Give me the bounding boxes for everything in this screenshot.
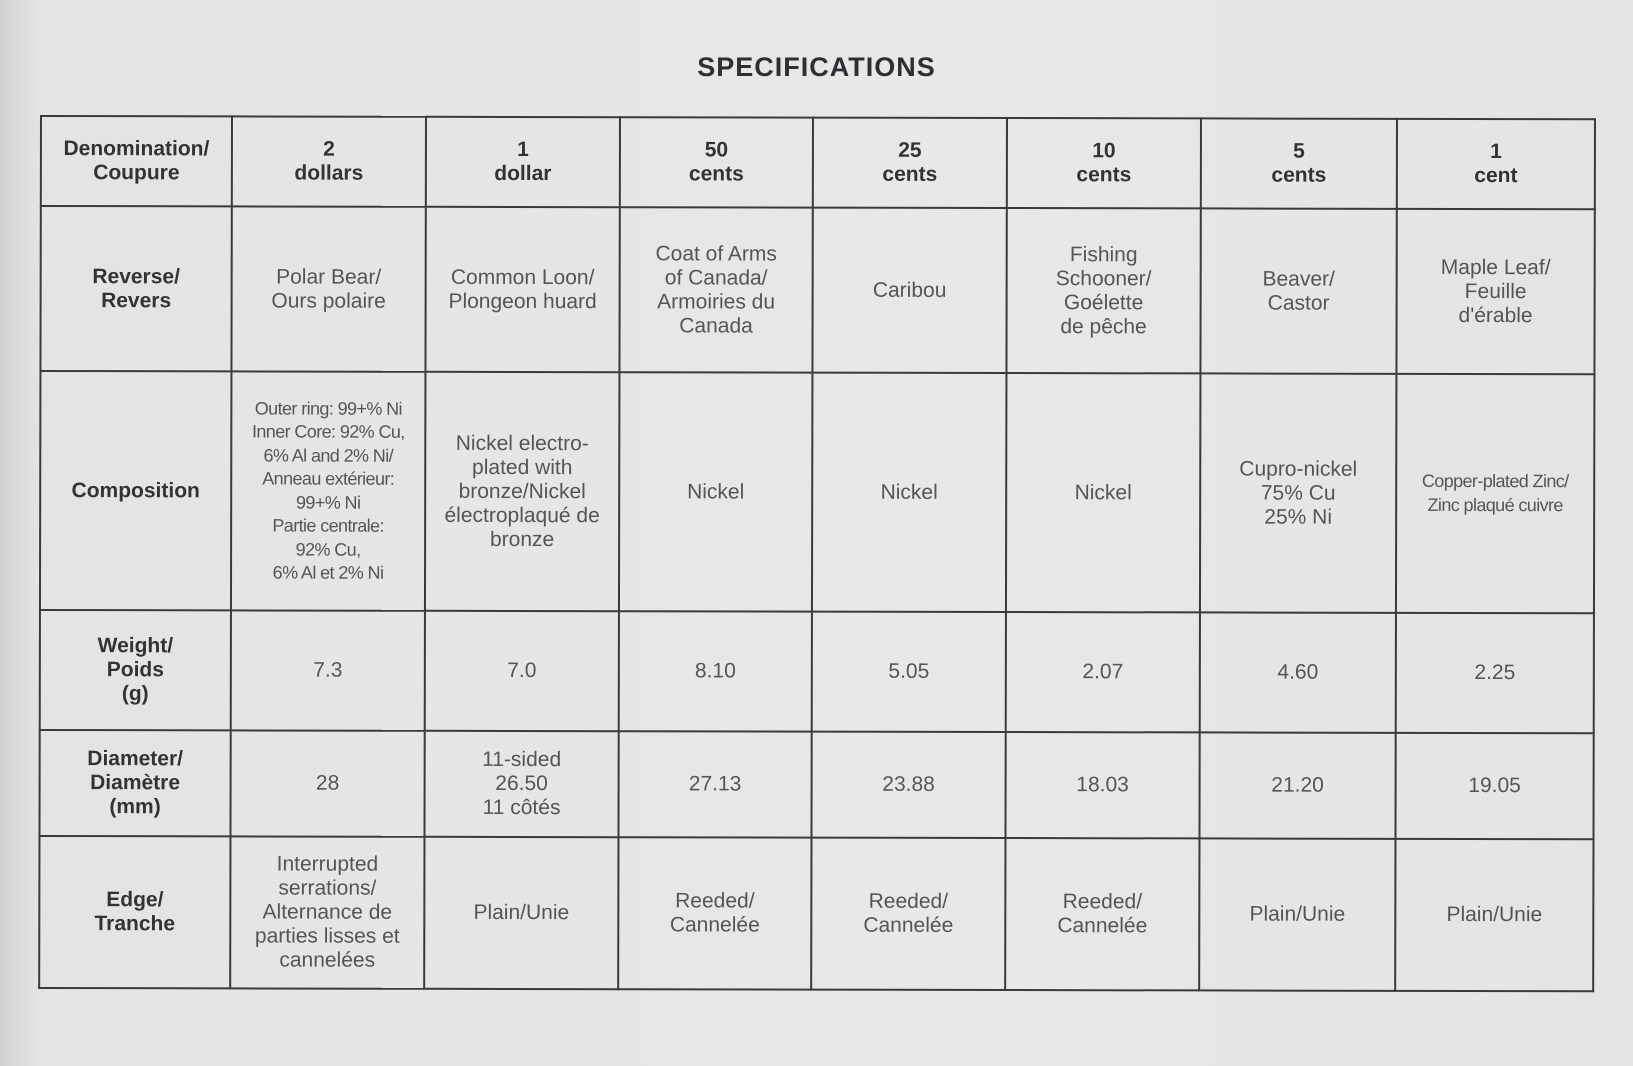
table-cell: Reeded/ Cannelée bbox=[618, 837, 812, 990]
table-cell: 21.20 bbox=[1199, 732, 1396, 839]
header-row: Denomination/ Coupure 2 dollars 1 dollar… bbox=[40, 116, 1595, 210]
specifications-table: Denomination/ Coupure 2 dollars 1 dollar… bbox=[38, 115, 1596, 992]
table-row-composition: Composition Outer ring: 99+% Ni Inner Co… bbox=[39, 371, 1595, 614]
table-cell: Nickel bbox=[811, 372, 1007, 613]
table-cell: 28 bbox=[230, 730, 425, 837]
table-cell: Outer ring: 99+% Ni Inner Core: 92% Cu, … bbox=[230, 371, 426, 611]
table-cell: Nickel electro- plated with bronze/Nicke… bbox=[424, 371, 620, 612]
table-cell: Maple Leaf/ Feuille d'érable bbox=[1396, 208, 1595, 375]
table-cell: 18.03 bbox=[1005, 732, 1200, 839]
table-cell: Coat of Arms of Canada/ Armoiries du Can… bbox=[619, 207, 813, 373]
table-cell: 27.13 bbox=[618, 731, 812, 838]
table-cell: 2.07 bbox=[1005, 612, 1200, 733]
row-label: Reverse/ Revers bbox=[40, 206, 232, 372]
table-cell: 4.60 bbox=[1199, 612, 1396, 733]
table-cell: Polar Bear/ Ours polaire bbox=[231, 206, 426, 372]
table-row-weight: Weight/ Poids (g) 7.3 7.0 8.10 5.05 2.07… bbox=[39, 610, 1594, 734]
header-cell: 1 dollar bbox=[425, 116, 620, 208]
row-label: Edge/ Tranche bbox=[39, 836, 231, 989]
row-label: Composition bbox=[39, 371, 232, 611]
table-cell: 19.05 bbox=[1395, 732, 1594, 840]
header-cell: 10 cents bbox=[1006, 118, 1201, 209]
table-cell: 8.10 bbox=[618, 611, 812, 732]
table-cell: 23.88 bbox=[811, 731, 1006, 839]
header-cell: 50 cents bbox=[619, 117, 813, 208]
table-cell: 7.0 bbox=[424, 610, 619, 732]
table-cell: Cupro-nickel 75% Cu 25% Ni bbox=[1199, 373, 1397, 613]
table-cell: 11-sided 26.50 11 côtés bbox=[424, 730, 619, 838]
table-cell: Common Loon/ Plongeon huard bbox=[425, 206, 620, 373]
table-row-diameter: Diameter/ Diamètre (mm) 28 11-sided 26.5… bbox=[39, 730, 1594, 840]
table-cell: Plain/Unie bbox=[1395, 838, 1594, 992]
table-cell: Nickel bbox=[618, 372, 813, 612]
header-cell: 25 cents bbox=[812, 117, 1007, 209]
table-cell: Reeded/ Cannelée bbox=[1005, 838, 1200, 991]
table-cell: 2.25 bbox=[1395, 612, 1594, 734]
page-title: SPECIFICATIONS bbox=[697, 52, 936, 82]
header-cell: 2 dollars bbox=[231, 116, 426, 207]
table-cell: Fishing Schooner/ Goélette de pêche bbox=[1006, 208, 1201, 374]
header-cell: 5 cents bbox=[1200, 118, 1397, 209]
table-row-edge: Edge/ Tranche Interrupted serrations/ Al… bbox=[39, 836, 1594, 992]
table-cell: Reeded/ Cannelée bbox=[811, 837, 1006, 991]
table-cell: Nickel bbox=[1005, 373, 1201, 613]
header-cell: Denomination/ Coupure bbox=[40, 116, 232, 207]
table-cell: Plain/Unie bbox=[424, 836, 619, 990]
table-cell: Interrupted serrations/ Alternance de pa… bbox=[230, 836, 425, 989]
table-cell: Copper-plated Zinc/ Zinc plaqué cuivre bbox=[1395, 373, 1595, 614]
table-row-reverse: Reverse/ Revers Polar Bear/ Ours polaire… bbox=[40, 206, 1595, 375]
table-cell: Beaver/ Castor bbox=[1200, 208, 1397, 374]
header-cell: 1 cent bbox=[1396, 118, 1595, 210]
table-cell: 7.3 bbox=[230, 610, 425, 731]
table-cell: Plain/Unie bbox=[1199, 838, 1396, 991]
row-label: Diameter/ Diamètre (mm) bbox=[39, 730, 231, 837]
table-cell: 5.05 bbox=[811, 611, 1006, 733]
table-cell: Caribou bbox=[812, 207, 1007, 374]
row-label: Weight/ Poids (g) bbox=[39, 610, 231, 731]
